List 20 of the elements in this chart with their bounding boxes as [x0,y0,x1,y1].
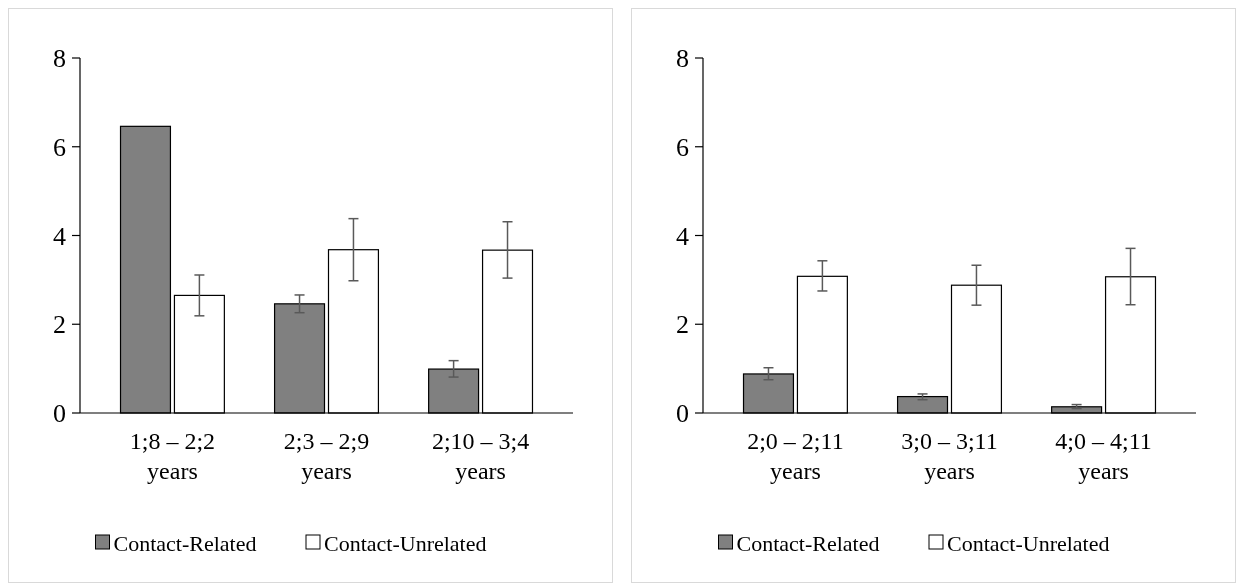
y-tick-label: 2 [53,310,66,340]
x-tick-label: 2;0 – 2;11 years [747,428,844,484]
y-tick-label: 8 [53,44,66,74]
legend-label: Contact-Unrelated [947,530,1110,556]
y-tick-label: 2 [676,310,689,340]
legend-label: Contact-Related [113,530,257,556]
y-tick-label: 8 [676,44,689,74]
y-tick-label: 0 [53,399,66,429]
x-tick-label: 1;8 – 2;2 years [129,428,216,484]
y-tick-label: 6 [53,132,66,162]
x-tick-label: 4;0 – 4;11 years [1055,428,1152,484]
y-tick-label: 0 [676,399,689,429]
legend-label: Contact-Unrelated [324,530,487,556]
legend-label: Contact-Related [736,530,880,556]
x-tick-label: 2;3 – 2;9 years [283,428,370,484]
x-tick-label: 3;0 – 3;11 years [901,428,998,484]
x-tick-label: 2;10 – 3;4 years [431,428,530,484]
y-tick-label: 4 [676,221,689,251]
y-tick-label: 6 [676,132,689,162]
y-tick-label: 4 [53,221,66,251]
